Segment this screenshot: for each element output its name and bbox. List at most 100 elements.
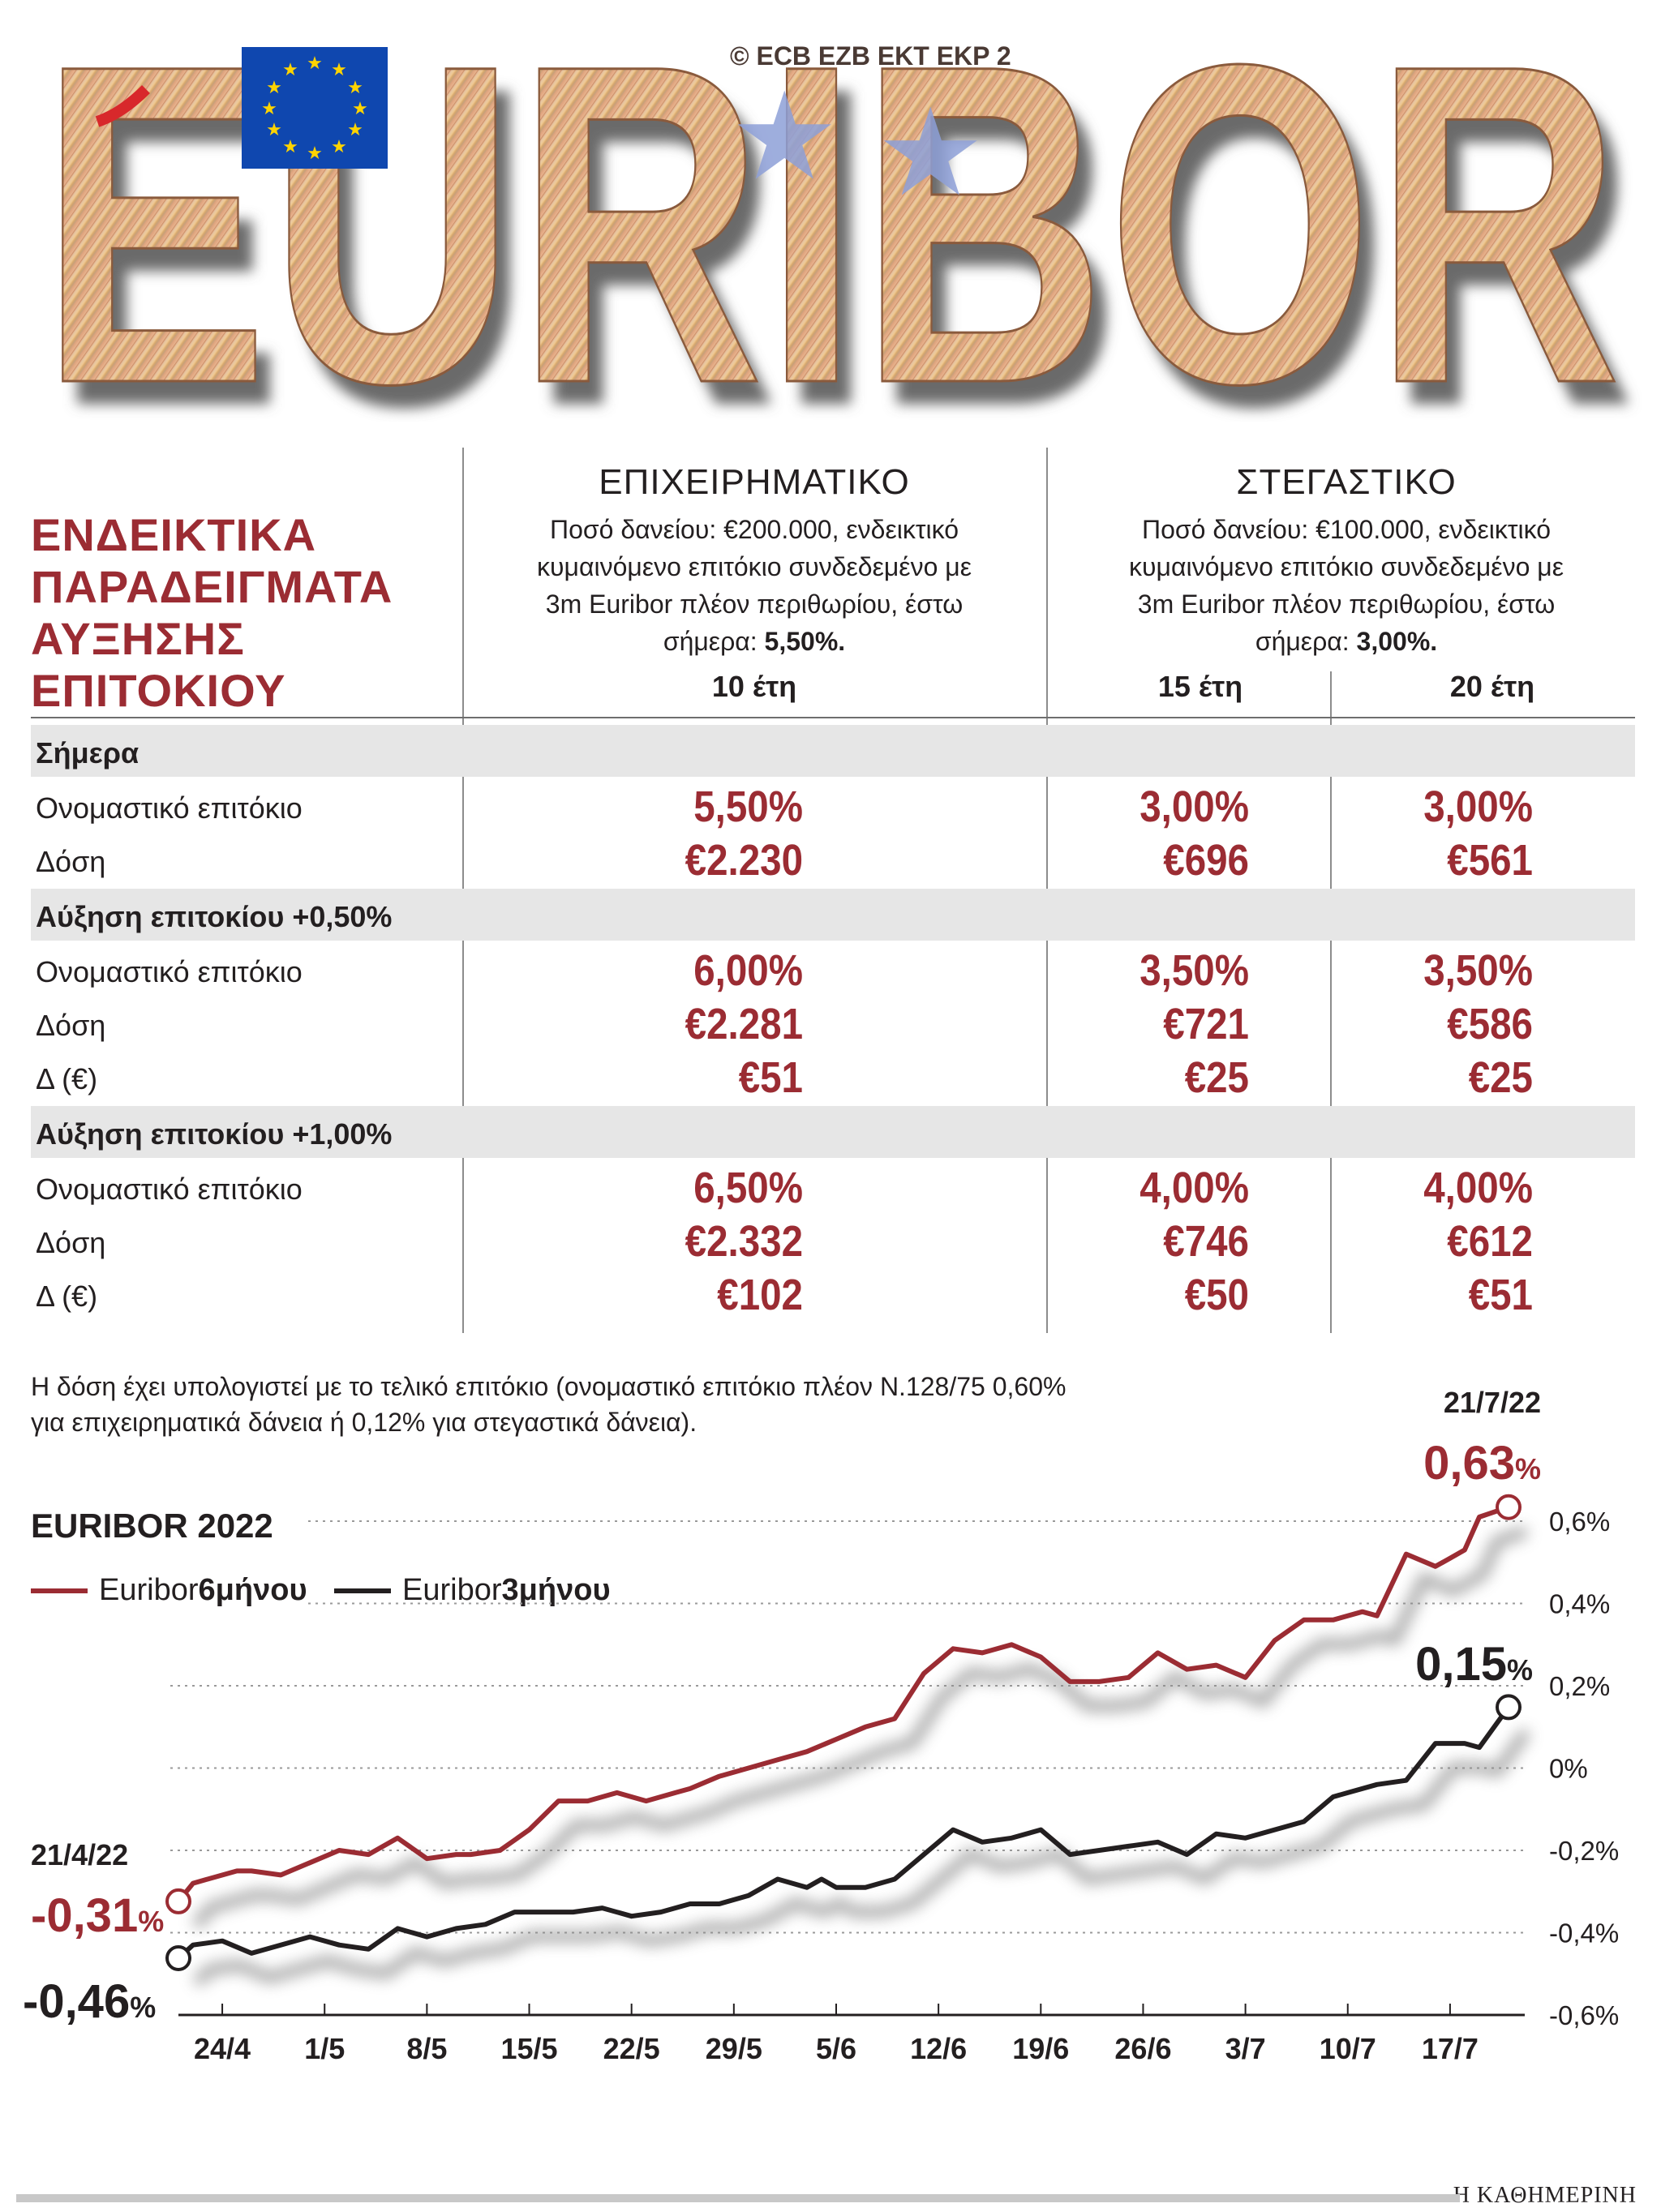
section-band bbox=[31, 725, 1635, 777]
table-value: €2.332 bbox=[685, 1217, 803, 1266]
start-marker bbox=[165, 1888, 191, 1914]
svg-text:★: ★ bbox=[331, 60, 347, 80]
table-value: 6,50% bbox=[693, 1164, 803, 1212]
footnote-line: για επιχειρηματικά δάνεια ή 0,12% για στ… bbox=[31, 1408, 697, 1437]
table-value: €51 bbox=[1468, 1271, 1533, 1319]
legend-prefix: Euribor bbox=[402, 1573, 502, 1607]
legend-item-6m: Euribor 6μήνου bbox=[31, 1573, 307, 1608]
x-tick-label: 8/5 bbox=[406, 2032, 447, 2065]
table-value: €746 bbox=[1163, 1217, 1249, 1266]
desc-rate: 3,00%. bbox=[1356, 627, 1438, 656]
table-value: €561 bbox=[1447, 836, 1533, 885]
three-month-start-label: -0,46% bbox=[23, 1975, 156, 2028]
section-band bbox=[31, 889, 1635, 941]
table-value: 5,50% bbox=[693, 782, 803, 831]
legend-prefix: Euribor bbox=[99, 1573, 199, 1607]
side-title-line: ΕΠΙΤΟΚΙΟΥ bbox=[31, 665, 286, 716]
end-marker bbox=[1496, 1494, 1522, 1520]
legend-bold: 3μήνου bbox=[501, 1573, 611, 1607]
bottom-rule bbox=[16, 2194, 1460, 2202]
table-value: 3,00% bbox=[1423, 782, 1533, 831]
svg-text:★: ★ bbox=[282, 60, 298, 80]
six-month-end-label-unit: % bbox=[1515, 1452, 1541, 1485]
table-value: €586 bbox=[1447, 1000, 1533, 1048]
star-icon: ★ bbox=[876, 83, 985, 224]
table-value: €51 bbox=[738, 1053, 803, 1102]
series-shadow bbox=[191, 1526, 1529, 1930]
three-month-end-label-value: 0,15 bbox=[1415, 1638, 1507, 1691]
housing-description: Ποσό δανείου: €100.000, ενδεικτικό κυμαι… bbox=[1054, 511, 1638, 660]
table-value: 4,00% bbox=[1140, 1164, 1249, 1212]
table-value: 4,00% bbox=[1423, 1164, 1533, 1212]
legend-swatch-3m bbox=[334, 1588, 391, 1593]
chart-title: EURIBOR 2022 bbox=[31, 1507, 273, 1545]
desc-line: κυμαινόμενο επιτόκιο συνδεδεμένο με bbox=[537, 552, 972, 581]
row-label: Δ (€) bbox=[36, 1062, 98, 1095]
svg-text:★: ★ bbox=[352, 99, 368, 119]
section-label: Αύξηση επιτοκίου +0,50% bbox=[36, 900, 393, 933]
x-tick-label: 24/4 bbox=[194, 2032, 251, 2065]
y-tick-label: 0,6% bbox=[1549, 1507, 1610, 1537]
side-title-line: ΕΝΔΕΙΚΤΙΚΑ bbox=[31, 509, 317, 560]
desc-line: Ποσό δανείου: €200.000, ενδεικτικό bbox=[550, 515, 959, 544]
footnote-line: Η δόση έχει υπολογιστεί με το τελικό επι… bbox=[31, 1372, 1067, 1401]
row-label: Δόση bbox=[36, 845, 106, 878]
svg-text:★: ★ bbox=[347, 120, 363, 140]
table-value: €25 bbox=[1468, 1053, 1533, 1102]
y-tick-label: 0% bbox=[1549, 1754, 1588, 1784]
six-month-start-label: -0,31% bbox=[31, 1889, 164, 1942]
x-tick-label: 15/5 bbox=[500, 2032, 557, 2065]
table-footnote: Η δόση έχει υπολογιστεί με το τελικό επι… bbox=[31, 1369, 1328, 1440]
desc-line: κυμαινόμενο επιτόκιο συνδεδεμένο με bbox=[1129, 552, 1564, 581]
section-label: Αύξηση επιτοκίου +1,00% bbox=[36, 1117, 393, 1151]
table-side-title: ΕΝΔΕΙΚΤΙΚΑ ΠΑΡΑΔΕΙΓΜΑΤΑ ΑΥΞΗΣΗΣ ΕΠΙΤΟΚΙΟ… bbox=[31, 509, 453, 717]
euribor-line-chart: 0,6% 0,4% 0,2% 0% -0,2% -0,4% -0,6% 24/4 1/5 8/5 1… bbox=[23, 1386, 1619, 2065]
x-tick-label: 17/7 bbox=[1422, 2032, 1479, 2065]
table-value: 3,50% bbox=[1423, 946, 1533, 995]
svg-text:★: ★ bbox=[307, 54, 323, 74]
legend-swatch-6m bbox=[31, 1588, 88, 1593]
housing-years-15: 15 έτη bbox=[1157, 670, 1243, 703]
row-label: Ονομαστικό επιτόκιο bbox=[36, 791, 303, 825]
svg-text:★: ★ bbox=[307, 144, 323, 164]
table-value: €25 bbox=[1184, 1053, 1249, 1102]
svg-text:★: ★ bbox=[347, 78, 363, 98]
business-description: Ποσό δανείου: €200.000, ενδεικτικό κυμαι… bbox=[470, 511, 1038, 660]
series-line-6m bbox=[176, 1504, 1511, 1904]
desc-rate: 5,50%. bbox=[764, 627, 846, 656]
desc-prefix: σήμερα: bbox=[663, 627, 765, 656]
row-label: Δόση bbox=[36, 1226, 106, 1259]
desc-line: 3m Euribor πλέον περιθωρίου, έστω bbox=[1137, 589, 1556, 619]
y-tick-label: 0,2% bbox=[1549, 1671, 1610, 1701]
end-date-label: 21/7/22 bbox=[1444, 1386, 1541, 1419]
three-month-start-label-value: -0,46 bbox=[23, 1975, 130, 2028]
end-date-label-value: 21/7/22 bbox=[1444, 1386, 1541, 1419]
six-month-start-label-value: -0,31 bbox=[31, 1889, 138, 1942]
svg-text:★: ★ bbox=[266, 78, 282, 98]
x-tick-label: 19/6 bbox=[1012, 2032, 1069, 2065]
table-value: €612 bbox=[1447, 1217, 1533, 1266]
table-value: €102 bbox=[717, 1271, 803, 1319]
legend-bold: 6μήνου bbox=[198, 1573, 307, 1607]
row-label: Ονομαστικό επιτόκιο bbox=[36, 955, 303, 988]
column-divider bbox=[1330, 671, 1332, 1333]
x-tick-label: 10/7 bbox=[1320, 2032, 1376, 2065]
table-value: €2.281 bbox=[685, 1000, 803, 1048]
three-month-end-label-unit: % bbox=[1507, 1653, 1533, 1687]
star-icon: ★ bbox=[730, 66, 839, 208]
desc-line: Ποσό δανείου: €100.000, ενδεικτικό bbox=[1142, 515, 1551, 544]
section-band bbox=[31, 1106, 1635, 1158]
six-month-end-label: 0,63% bbox=[1423, 1437, 1541, 1490]
x-tick-label: 22/5 bbox=[603, 2032, 660, 2065]
x-tick-label: 26/6 bbox=[1114, 2032, 1171, 2065]
row-label: Ονομαστικό επιτόκιο bbox=[36, 1172, 303, 1206]
y-tick-label: -0,4% bbox=[1549, 1918, 1619, 1948]
series-line-3m bbox=[176, 1704, 1511, 1961]
series-shadow bbox=[192, 1728, 1531, 1987]
start-date-label-value: 21/4/22 bbox=[31, 1838, 128, 1871]
housing-heading: ΣΤΕΓΑΣΤΙΚΟ bbox=[1236, 462, 1457, 502]
newspaper-credit: Η ΚΑΘΗΜΕΡΙΝΗ bbox=[1453, 2183, 1637, 2208]
banner-red-mark bbox=[95, 85, 150, 127]
three-month-start-label-unit: % bbox=[130, 1991, 156, 2024]
x-tick-label: 5/6 bbox=[816, 2032, 856, 2065]
